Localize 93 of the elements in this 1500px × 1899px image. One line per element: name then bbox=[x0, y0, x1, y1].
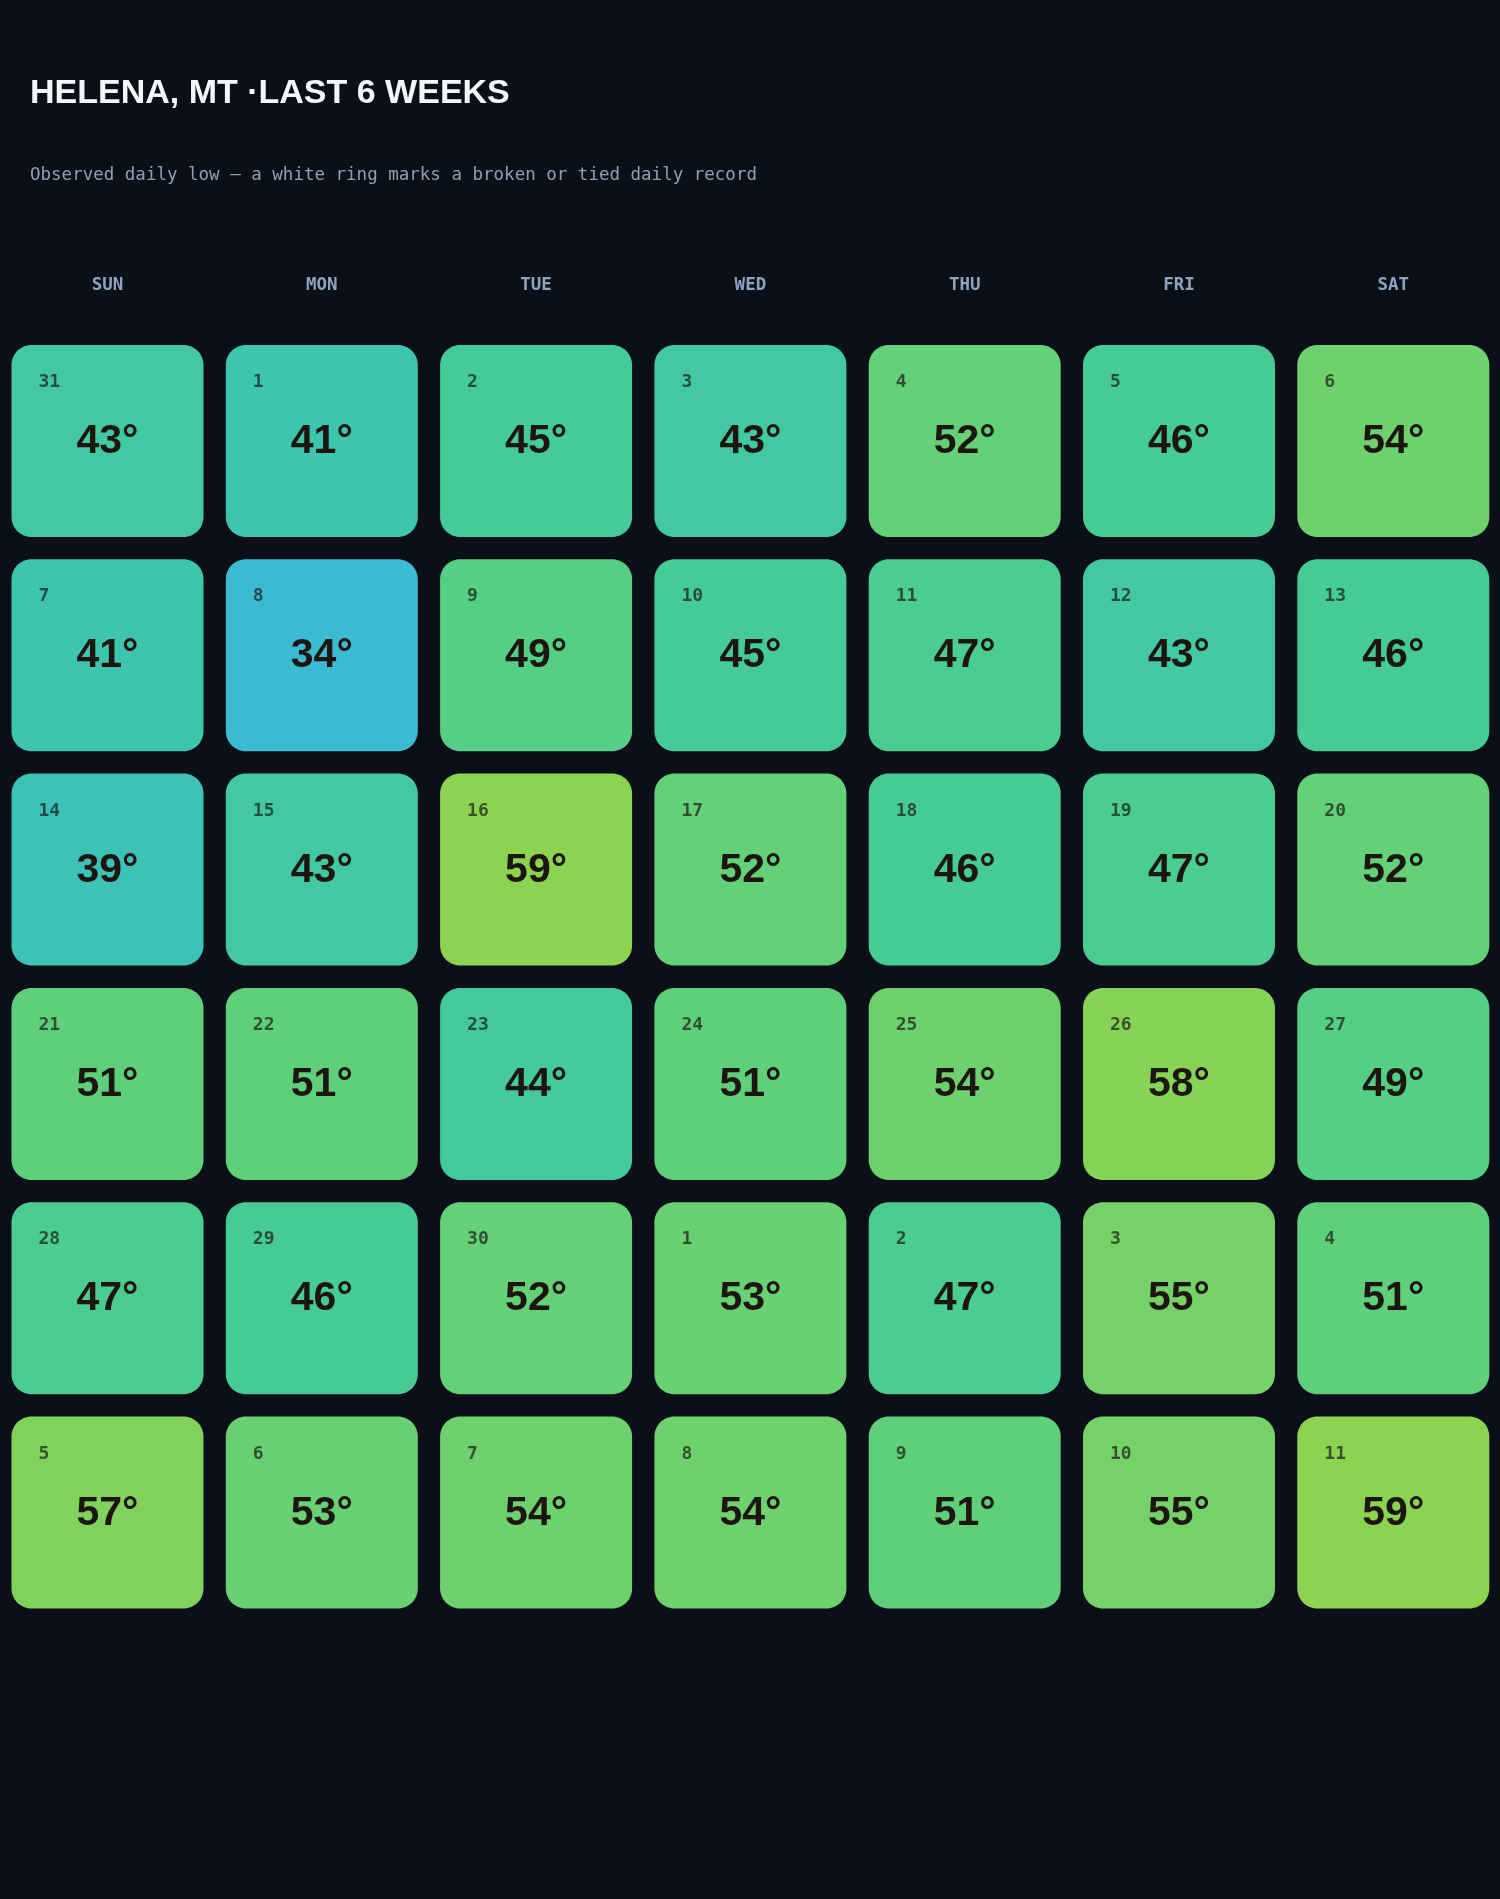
data-label: 51° bbox=[290, 1058, 353, 1105]
x-tick-label: TUE bbox=[520, 274, 552, 294]
data-label: 47° bbox=[76, 1273, 139, 1320]
data-label: 41° bbox=[290, 416, 353, 462]
annotation: 7 bbox=[467, 1441, 478, 1463]
annotation: 19 bbox=[1110, 798, 1132, 820]
data-label: 34° bbox=[290, 630, 353, 677]
data-label: 45° bbox=[505, 416, 568, 462]
annotation: 6 bbox=[1324, 370, 1336, 391]
x-tick-label: MON bbox=[306, 274, 338, 294]
data-label: 58° bbox=[1147, 1058, 1211, 1105]
annotation: 22 bbox=[252, 1012, 275, 1034]
annotation: 8 bbox=[681, 1441, 693, 1463]
annotation: 24 bbox=[681, 1012, 704, 1034]
data-label: 59° bbox=[505, 844, 568, 891]
data-label: 59° bbox=[1362, 1487, 1425, 1534]
data-label: 55° bbox=[1147, 1273, 1211, 1320]
annotation: 7 bbox=[38, 584, 50, 606]
annotation: 2 bbox=[895, 1227, 907, 1249]
data-label: 47° bbox=[1147, 844, 1211, 891]
x-tick-label: THU bbox=[948, 274, 981, 294]
data-label: 53° bbox=[719, 1273, 782, 1320]
data-label: 54° bbox=[1362, 416, 1425, 462]
annotation: 28 bbox=[38, 1227, 61, 1249]
annotation: 8 bbox=[252, 584, 264, 606]
annotation: 11 bbox=[895, 584, 918, 606]
data-label: 57° bbox=[76, 1487, 139, 1534]
data-label: 49° bbox=[1362, 1058, 1425, 1105]
x-tick-label: FRI bbox=[1163, 274, 1195, 294]
annotation: 27 bbox=[1324, 1012, 1346, 1034]
annotation: 13 bbox=[1324, 584, 1346, 606]
data-label: 54° bbox=[719, 1487, 782, 1534]
annotation: 1 bbox=[252, 370, 264, 391]
annotation: 12 bbox=[1110, 584, 1132, 606]
annotation: 29 bbox=[252, 1227, 275, 1249]
x-tick-label: SUN bbox=[91, 274, 124, 294]
annotation: 30 bbox=[467, 1227, 489, 1249]
data-label: 53° bbox=[290, 1487, 353, 1534]
x-tick-label: SAT bbox=[1377, 274, 1410, 294]
data-label: 41° bbox=[76, 630, 139, 677]
data-label: 43° bbox=[719, 416, 782, 462]
data-label: 39° bbox=[76, 844, 139, 891]
data-label: 43° bbox=[290, 844, 353, 891]
annotation: 18 bbox=[895, 798, 918, 820]
data-label: 54° bbox=[933, 1058, 996, 1105]
annotation: 15 bbox=[252, 798, 275, 820]
annotation: 5 bbox=[38, 1441, 50, 1463]
data-label: 52° bbox=[719, 844, 782, 891]
data-label: 45° bbox=[719, 630, 782, 677]
data-label: 51° bbox=[1362, 1273, 1425, 1320]
data-label: 47° bbox=[933, 630, 996, 677]
annotation: 9 bbox=[895, 1441, 907, 1463]
data-label: 46° bbox=[933, 844, 996, 891]
data-label: 51° bbox=[719, 1058, 782, 1105]
data-label: 43° bbox=[1147, 630, 1211, 677]
annotation: 4 bbox=[895, 370, 907, 391]
data-label: 54° bbox=[505, 1487, 568, 1534]
annotation: 25 bbox=[895, 1012, 918, 1034]
annotation: 1 bbox=[681, 1227, 693, 1249]
data-label: 46° bbox=[290, 1273, 353, 1320]
data-label: 52° bbox=[933, 416, 996, 462]
annotation: 5 bbox=[1110, 370, 1121, 391]
annotation: 4 bbox=[1324, 1227, 1336, 1249]
data-label: 46° bbox=[1147, 416, 1211, 462]
annotation: 6 bbox=[252, 1441, 264, 1463]
chart-subtitle: Observed daily low — a white ring marks a broken or tied daily record bbox=[30, 164, 757, 184]
data-label: 47° bbox=[933, 1273, 996, 1320]
annotation: 2 bbox=[467, 370, 478, 391]
data-label: 44° bbox=[505, 1058, 568, 1105]
chart-title: HELENA, MT ·LAST 6 WEEKS bbox=[30, 72, 510, 110]
annotation: 11 bbox=[1324, 1441, 1346, 1463]
data-label: 51° bbox=[933, 1487, 996, 1534]
data-label: 51° bbox=[76, 1058, 139, 1105]
data-label: 55° bbox=[1147, 1487, 1211, 1534]
data-label: 52° bbox=[505, 1273, 568, 1320]
annotation: 26 bbox=[1110, 1012, 1132, 1034]
annotation: 20 bbox=[1324, 798, 1346, 820]
x-tick-label: WED bbox=[734, 274, 767, 294]
annotation: 31 bbox=[38, 370, 61, 391]
annotation: 21 bbox=[38, 1012, 61, 1034]
data-label: 46° bbox=[1362, 630, 1425, 677]
annotation: 3 bbox=[1110, 1227, 1121, 1249]
annotation: 17 bbox=[681, 798, 704, 820]
annotation: 16 bbox=[467, 798, 489, 820]
annotation: 3 bbox=[681, 370, 693, 391]
data-label: 49° bbox=[505, 630, 568, 677]
annotation: 10 bbox=[681, 584, 704, 606]
annotation: 9 bbox=[467, 584, 478, 606]
annotation: 23 bbox=[467, 1012, 489, 1034]
annotation: 14 bbox=[38, 798, 61, 820]
data-label: 43° bbox=[76, 416, 139, 462]
annotation: 10 bbox=[1110, 1441, 1132, 1463]
data-label: 52° bbox=[1362, 844, 1425, 891]
